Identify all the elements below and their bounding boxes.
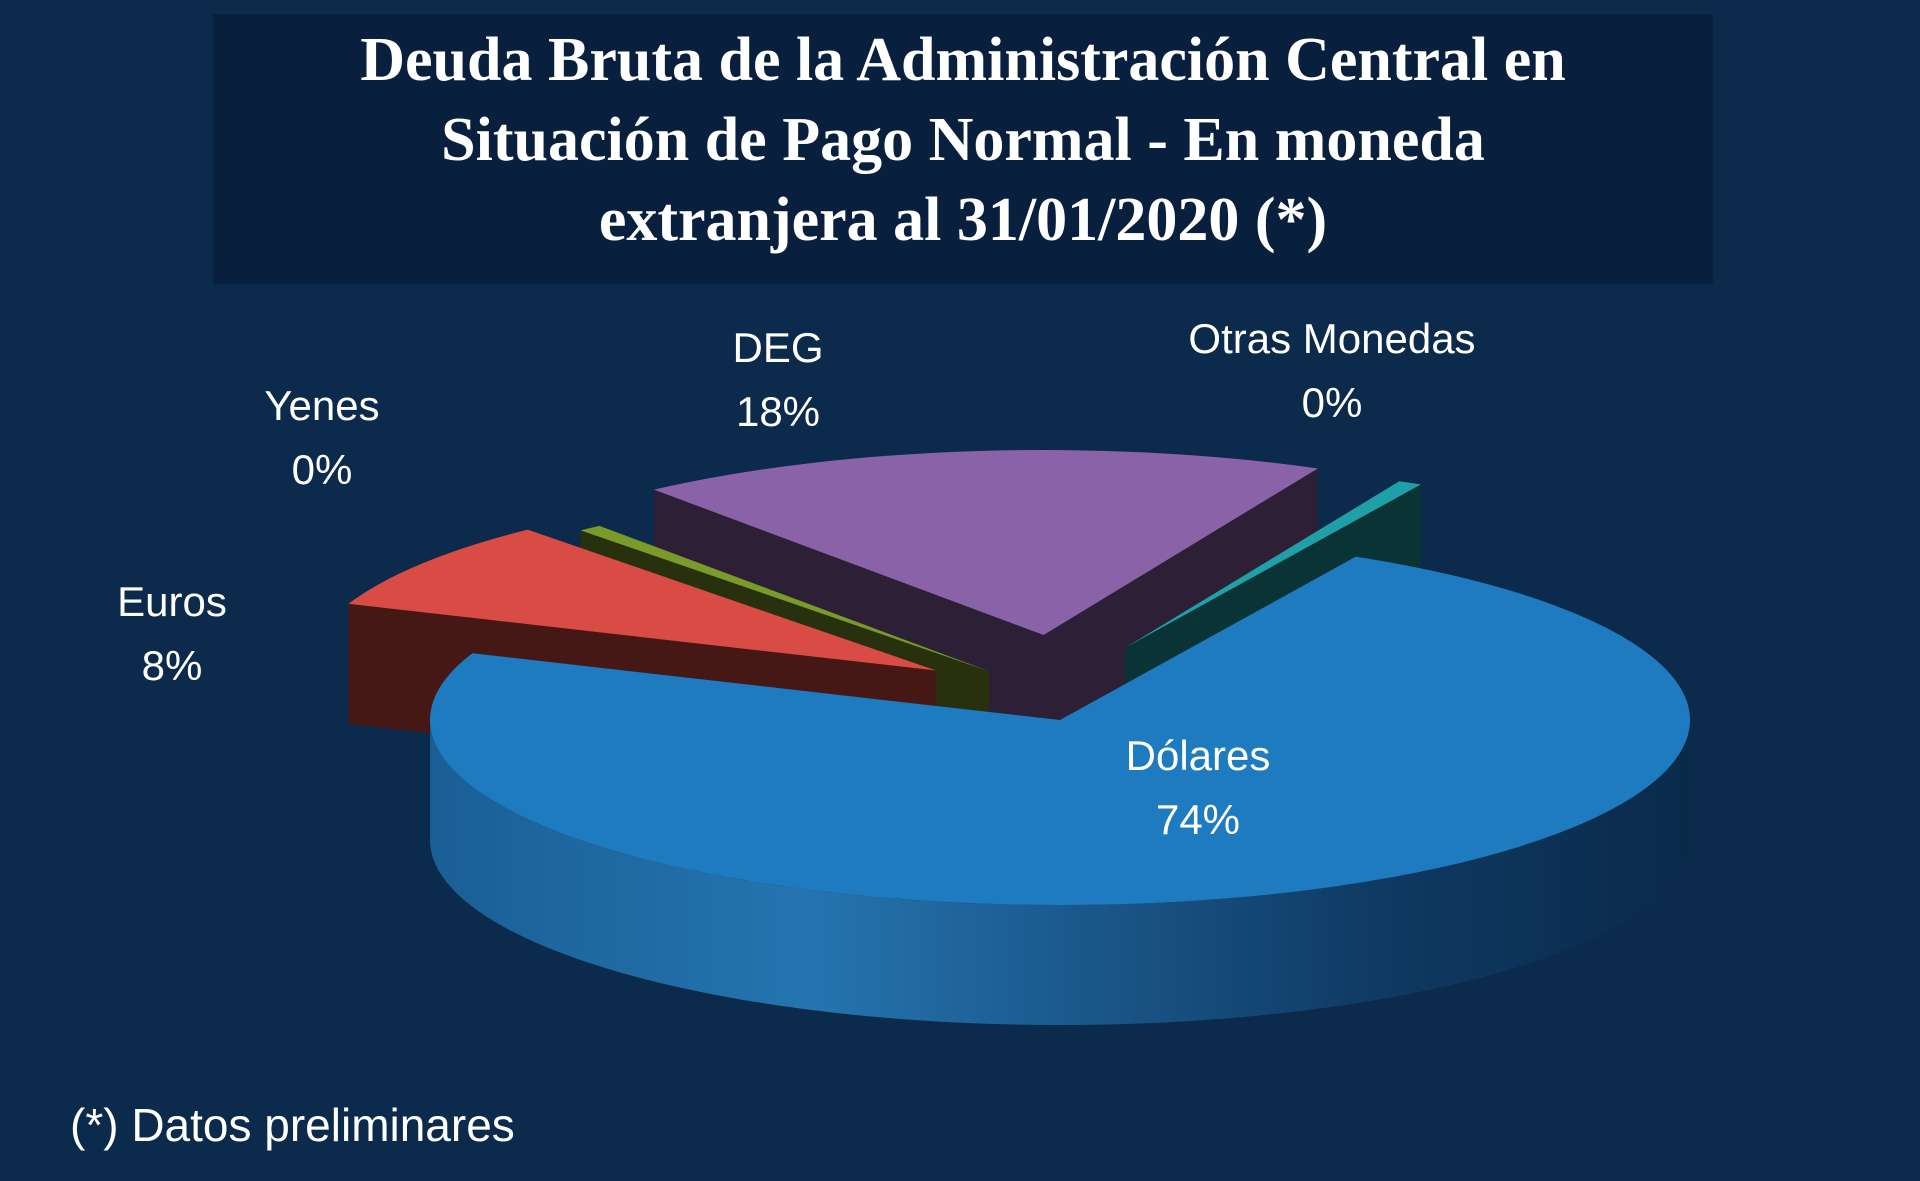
slice-label-deg: DEG: [732, 324, 823, 371]
slice-d-lares: [429, 556, 1691, 1025]
slice-value-euros: 8%: [142, 642, 203, 689]
slice-top-deg: [653, 450, 1318, 636]
slice-side-d-lares: [430, 716, 1690, 1025]
footnote: (*) Datos preliminares: [70, 1099, 515, 1151]
slice-value-otras-monedas: 0%: [1302, 379, 1363, 426]
chart-title-line-1: Deuda Bruta de la Administración Central…: [360, 26, 1566, 94]
chart-title-line-3: extranjera al 31/01/2020 (*): [598, 186, 1328, 254]
slice-top-d-lares: [429, 556, 1691, 906]
title-panel: [213, 14, 1713, 284]
slice-top-yenes: [580, 525, 990, 672]
slice-value-d-lares: 74%: [1156, 796, 1240, 843]
slice-top-otras-monedas: [1125, 481, 1421, 648]
slice-label-euros: Euros: [117, 578, 227, 625]
slice-label-yenes: Yenes: [264, 382, 379, 429]
slice-wall-deg-end: [1043, 468, 1318, 756]
slice-top-euros: [348, 529, 937, 671]
slice-label-d-lares: Dólares: [1126, 732, 1271, 779]
slice-value-deg: 18%: [736, 388, 820, 435]
chart-title-line-2: Situación de Pago Normal - En moneda: [441, 106, 1485, 174]
chart-title: Deuda Bruta de la Administración Central…: [213, 20, 1713, 260]
slice-value-yenes: 0%: [292, 446, 353, 493]
slice-label-otras-monedas: Otras Monedas: [1188, 315, 1475, 362]
